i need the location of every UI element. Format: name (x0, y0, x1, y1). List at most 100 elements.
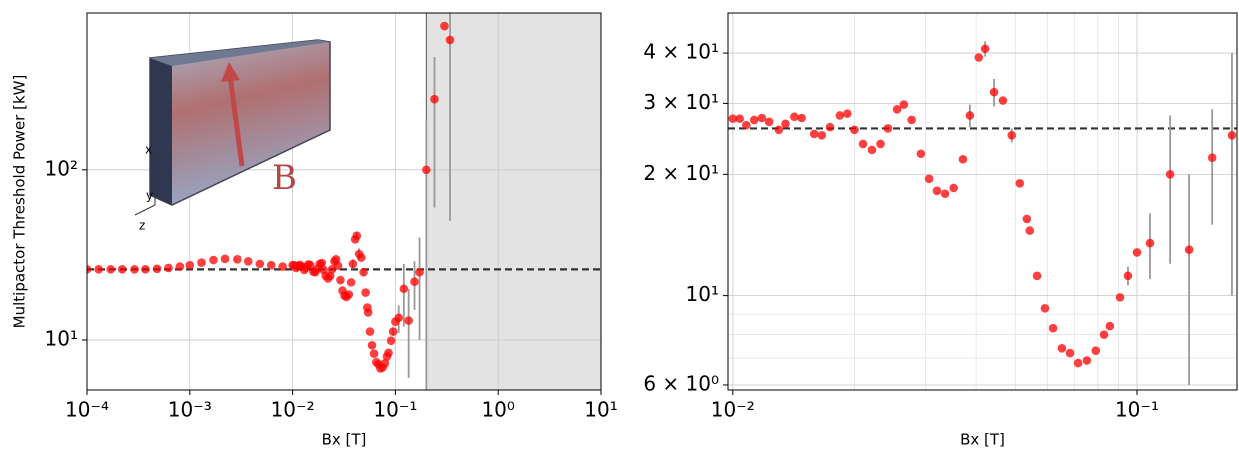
data-point (197, 258, 206, 267)
data-point (916, 149, 926, 159)
data-point (365, 327, 375, 336)
plot-frame (86, 12, 602, 391)
y-axis-label: Multipactor Threshold Power [kW] (11, 75, 29, 329)
data-point (359, 267, 368, 277)
data-point (797, 113, 806, 123)
axis-label: z (139, 219, 145, 233)
data-point (1132, 248, 1142, 257)
data-point (781, 119, 790, 129)
data-point (445, 35, 455, 45)
data-point (1105, 321, 1115, 331)
data-point (388, 327, 398, 336)
data-point (1227, 131, 1237, 140)
data-point (331, 254, 341, 264)
data-point (892, 105, 902, 114)
data-point (1123, 271, 1133, 281)
data-point (899, 100, 909, 109)
data-point (380, 358, 390, 368)
data-point (1099, 330, 1109, 339)
data-point (1073, 358, 1083, 368)
field-arrow (227, 74, 245, 167)
data-point (965, 111, 975, 120)
data-point (1091, 346, 1101, 355)
data-point (1048, 323, 1058, 333)
data-point (1145, 238, 1155, 248)
data-point (817, 131, 827, 140)
y-tick-label: 10² (45, 156, 78, 180)
data-point (980, 44, 990, 54)
data-point (843, 109, 852, 118)
data-point (220, 254, 230, 264)
y-tick-label: 10¹ (45, 326, 78, 350)
data-point (233, 254, 242, 264)
inset-diagram: B x y z (134, 39, 331, 233)
data-point (325, 271, 335, 281)
data-point (141, 265, 150, 274)
data-point (958, 154, 968, 164)
data-point (742, 120, 751, 130)
y-tick-label: 10¹ (686, 282, 719, 306)
x-tick-label: 10⁻⁴ (65, 398, 109, 422)
slab-side (150, 58, 172, 205)
data-point (867, 145, 877, 155)
data-point (932, 186, 942, 196)
data-point (367, 341, 377, 350)
x-tick-label: 10¹ (584, 398, 617, 422)
panel: 10⁻⁴ 10⁻³ 10⁻² 10⁻¹ 10⁰ 10¹ 10¹ 10² Bx [T] Multip… (11, 12, 618, 449)
data-point (152, 264, 162, 274)
data-point (344, 290, 354, 299)
data-point (1057, 343, 1067, 353)
data-point (243, 256, 253, 266)
y-tick-label: 2 × 10¹ (643, 161, 719, 185)
data-point (1082, 356, 1092, 365)
data-point (835, 111, 845, 120)
data-point (974, 53, 984, 62)
data-point (363, 308, 373, 317)
data-point (998, 96, 1008, 105)
data-point (336, 275, 345, 285)
data-point (1165, 170, 1175, 179)
data-point (361, 288, 370, 297)
data-point (404, 316, 413, 325)
x-tick-label: 10⁻² (271, 398, 315, 422)
panel: 10⁻² 10⁻¹ 6 × 10⁰ 10¹ 2 × 10¹ 3 × 10¹ 4 × 10¹ B… (643, 12, 1238, 449)
data-point (106, 265, 115, 274)
data-point (749, 115, 759, 125)
data-point (352, 231, 362, 240)
data-point (825, 122, 835, 132)
x-tick-label: 10⁻² (711, 398, 755, 422)
data-point (940, 189, 950, 199)
data-point (130, 265, 139, 274)
y-tick-label: 3 × 10¹ (643, 90, 719, 114)
plot-area (728, 13, 1237, 390)
data-point (266, 260, 276, 270)
data-point (87, 265, 92, 274)
x-axis-label: Bx [T] (960, 431, 1005, 449)
data-point (1032, 271, 1042, 281)
data-point (883, 124, 893, 133)
data-point (764, 117, 774, 127)
data-point (949, 183, 959, 193)
data-point (94, 265, 104, 274)
data-point (440, 21, 449, 31)
data-point (924, 174, 934, 184)
axis-label: x (145, 143, 152, 157)
data-point (386, 336, 396, 345)
data-point (858, 139, 868, 149)
data-point (1115, 293, 1125, 302)
data-point (348, 259, 358, 269)
data-point (422, 165, 431, 175)
data-point (278, 262, 287, 271)
data-point (185, 260, 195, 270)
data-point (399, 284, 409, 294)
data-point (850, 125, 859, 135)
data-point (410, 277, 419, 286)
data-point (989, 87, 999, 97)
axis-label: y (146, 189, 153, 203)
data-point (357, 253, 366, 262)
data-point (1065, 348, 1075, 358)
data-point (384, 348, 393, 358)
x-tick-label: 10⁻¹ (1115, 398, 1159, 422)
x-tick-label: 10⁻³ (168, 398, 212, 422)
